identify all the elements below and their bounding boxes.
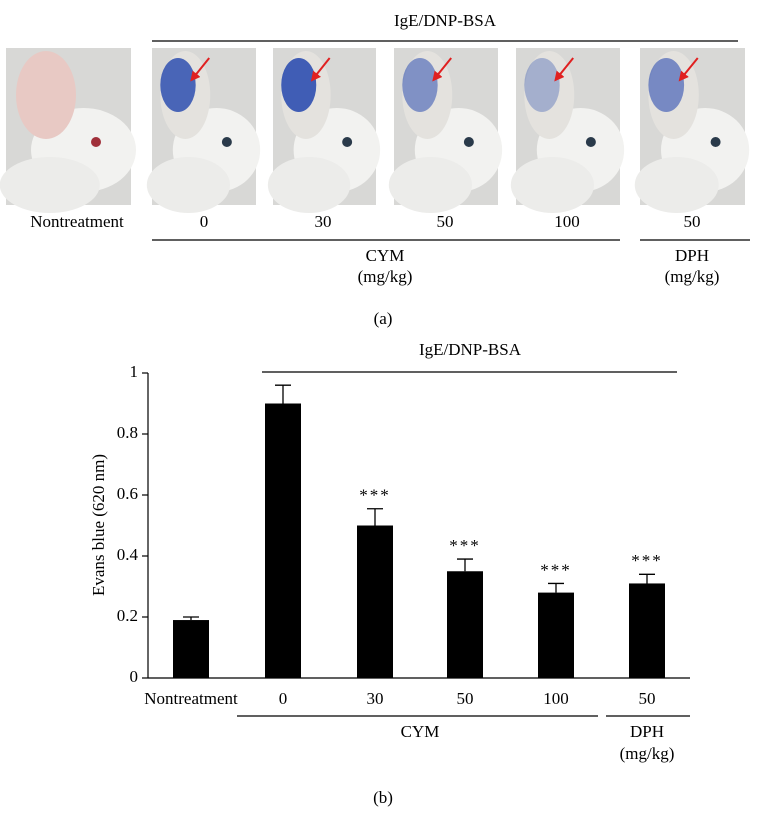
photo [510, 48, 625, 213]
bar [538, 592, 574, 678]
photo [267, 48, 381, 213]
y-tick-label: 0.4 [117, 545, 139, 564]
bar [173, 620, 209, 678]
photo [388, 48, 503, 213]
y-tick-label: 0.6 [117, 484, 138, 503]
photo [634, 48, 750, 213]
treatment-label: IgE/DNP-BSA [394, 11, 497, 30]
error-bar [275, 384, 291, 404]
panel-label: (a) [374, 309, 393, 328]
treatment-label: IgE/DNP-BSA [419, 340, 522, 359]
group-unit: (mg/kg) [620, 744, 675, 763]
mouse-ear [16, 51, 76, 139]
significance: *** [540, 560, 572, 579]
bar [265, 403, 301, 678]
y-axis-label: Evans blue (620 nm) [89, 454, 108, 596]
dose-label: 50 [437, 212, 454, 231]
mouse-eye [710, 137, 721, 147]
mouse-body [267, 157, 351, 213]
mouse-body [146, 157, 230, 213]
dye-spot [281, 58, 317, 112]
x-tick-label: 0 [279, 689, 288, 708]
x-tick-label: 50 [457, 689, 474, 708]
dose-label: 50 [684, 212, 701, 231]
mouse-eye [585, 137, 596, 147]
panel-label: (b) [373, 788, 393, 807]
dye-spot [524, 58, 560, 112]
y-tick-label: 0 [130, 667, 139, 686]
photo-row [0, 48, 750, 213]
photo [146, 48, 261, 213]
error-bar [367, 508, 383, 526]
bar [357, 525, 393, 678]
error-bar [548, 582, 564, 593]
mouse-body [388, 157, 472, 213]
mouse-eye [221, 137, 232, 147]
arrow [310, 57, 331, 82]
mouse-body [634, 157, 719, 213]
x-tick-label: 100 [543, 689, 569, 708]
bar [629, 583, 665, 678]
mouse-eye [463, 137, 474, 147]
group-label: CYM [366, 246, 405, 265]
significance: *** [449, 536, 481, 555]
arrow [432, 57, 452, 82]
error-bar [183, 616, 199, 621]
dose-label: 30 [315, 212, 332, 231]
group-label: DPH [675, 246, 709, 265]
error-bar [639, 573, 655, 584]
dye-spot [402, 58, 438, 112]
mouse-body [510, 157, 594, 213]
arrow [678, 57, 699, 82]
y-tick-label: 0.8 [117, 423, 138, 442]
x-tick-label: 30 [367, 689, 384, 708]
significance: *** [631, 551, 663, 570]
error-bar [457, 558, 473, 572]
arrow [190, 57, 210, 82]
mouse-eye [91, 137, 101, 147]
y-tick-label: 1 [130, 362, 139, 381]
group-unit: (mg/kg) [358, 267, 413, 286]
mouse-eye [342, 137, 353, 147]
group-label: CYM [401, 722, 440, 741]
x-tick-label: 50 [639, 689, 656, 708]
x-tick-label: Nontreatment [144, 689, 238, 708]
dose-label: 100 [554, 212, 580, 231]
dye-spot [648, 58, 685, 112]
dose-label: 0 [200, 212, 209, 231]
arrow [554, 57, 574, 82]
y-tick-label: 0.2 [117, 606, 138, 625]
photo [0, 48, 136, 213]
dose-label: Nontreatment [30, 212, 124, 231]
bar [447, 571, 483, 678]
mouse-body [0, 157, 100, 213]
group-label: DPH [630, 722, 664, 741]
dye-spot [160, 58, 196, 112]
group-unit: (mg/kg) [665, 267, 720, 286]
significance: *** [359, 486, 391, 505]
